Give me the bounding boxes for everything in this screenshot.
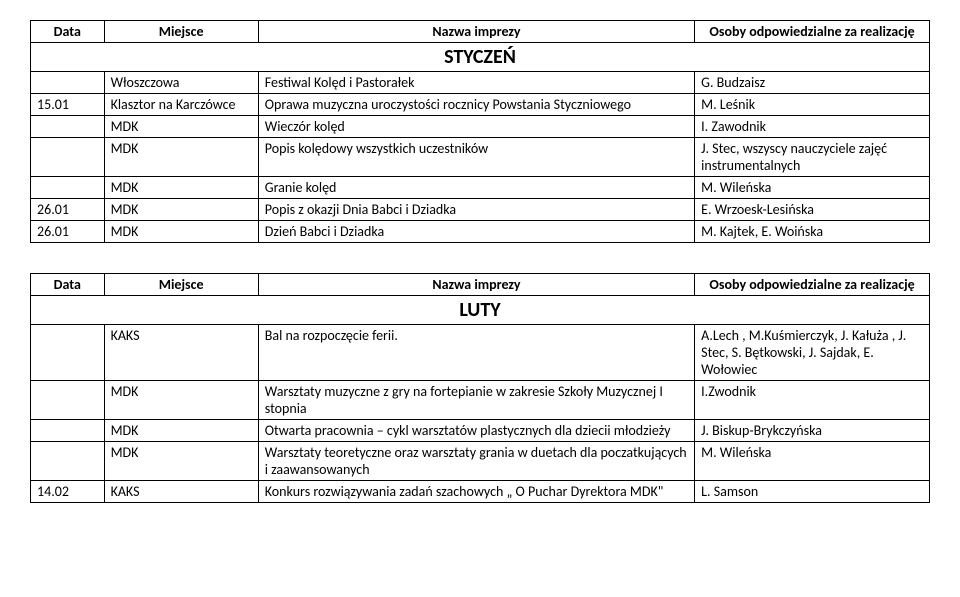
cell-osoby: I.Zwodnik [695, 381, 930, 420]
cell-miejsce: MDK [104, 420, 258, 442]
month-row: STYCZEŃ [31, 43, 930, 72]
header-miejsce: Miejsce [104, 21, 258, 43]
cell-osoby: M. Kajtek, E. Woińska [695, 221, 930, 243]
cell-data [31, 420, 105, 442]
cell-data [31, 177, 105, 199]
schedule-table-1: Data Miejsce Nazwa imprezy Osoby odpowie… [30, 20, 930, 243]
header-nazwa: Nazwa imprezy [258, 21, 694, 43]
cell-osoby: J. Biskup-Brykczyńska [695, 420, 930, 442]
cell-nazwa: Konkurs rozwiązywania zadań szachowych „… [258, 481, 694, 503]
cell-data: 26.01 [31, 199, 105, 221]
cell-miejsce: Włoszczowa [104, 72, 258, 94]
cell-nazwa: Oprawa muzyczna uroczystości rocznicy Po… [258, 94, 694, 116]
cell-osoby: M. Wileńska [695, 177, 930, 199]
table-row: MDK Granie kolęd M. Wileńska [31, 177, 930, 199]
cell-nazwa: Warsztaty muzyczne z gry na fortepianie … [258, 381, 694, 420]
table-row: MDK Warsztaty teoretyczne oraz warsztaty… [31, 442, 930, 481]
cell-nazwa: Granie kolęd [258, 177, 694, 199]
cell-data: 15.01 [31, 94, 105, 116]
cell-osoby: J. Stec, wszyscy nauczyciele zajęć instr… [695, 138, 930, 177]
cell-data [31, 325, 105, 381]
cell-nazwa: Otwarta pracownia – cykl warsztatów plas… [258, 420, 694, 442]
cell-nazwa: Wieczór kolęd [258, 116, 694, 138]
table-row: MDK Otwarta pracownia – cykl warsztatów … [31, 420, 930, 442]
schedule-table-2: Data Miejsce Nazwa imprezy Osoby odpowie… [30, 273, 930, 503]
cell-miejsce: MDK [104, 221, 258, 243]
cell-miejsce: KAKS [104, 481, 258, 503]
table-row: 26.01 MDK Popis z okazji Dnia Babci i Dz… [31, 199, 930, 221]
month-label: LUTY [31, 296, 930, 325]
cell-nazwa: Warsztaty teoretyczne oraz warsztaty gra… [258, 442, 694, 481]
cell-osoby: M. Wileńska [695, 442, 930, 481]
cell-miejsce: MDK [104, 116, 258, 138]
cell-osoby: E. Wrzoesk-Lesińska [695, 199, 930, 221]
header-data: Data [31, 274, 105, 296]
cell-miejsce: Klasztor na Karczówce [104, 94, 258, 116]
cell-data [31, 138, 105, 177]
cell-data: 14.02 [31, 481, 105, 503]
cell-data: 26.01 [31, 221, 105, 243]
cell-data [31, 72, 105, 94]
cell-miejsce: MDK [104, 381, 258, 420]
table-row: MDK Wieczór kolęd I. Zawodnik [31, 116, 930, 138]
cell-osoby: G. Budzaisz [695, 72, 930, 94]
cell-miejsce: KAKS [104, 325, 258, 381]
cell-osoby: L. Samson [695, 481, 930, 503]
table-row: 14.02 KAKS Konkurs rozwiązywania zadań s… [31, 481, 930, 503]
cell-osoby: I. Zawodnik [695, 116, 930, 138]
cell-nazwa: Dzień Babci i Dziadka [258, 221, 694, 243]
header-osoby: Osoby odpowiedzialne za realizację [695, 274, 930, 296]
month-label: STYCZEŃ [31, 43, 930, 72]
cell-nazwa: Popis kolędowy wszystkich uczestników [258, 138, 694, 177]
header-nazwa: Nazwa imprezy [258, 274, 694, 296]
cell-data [31, 381, 105, 420]
cell-nazwa: Popis z okazji Dnia Babci i Dziadka [258, 199, 694, 221]
cell-miejsce: MDK [104, 442, 258, 481]
cell-miejsce: MDK [104, 138, 258, 177]
table-row: 26.01 MDK Dzień Babci i Dziadka M. Kajte… [31, 221, 930, 243]
table-row: Włoszczowa Festiwal Kolęd i Pastorałek G… [31, 72, 930, 94]
cell-nazwa: Bal na rozpoczęcie ferii. [258, 325, 694, 381]
cell-osoby: A.Lech , M.Kuśmierczyk, J. Kałuża , J. S… [695, 325, 930, 381]
month-row: LUTY [31, 296, 930, 325]
table-row: MDK Warsztaty muzyczne z gry na fortepia… [31, 381, 930, 420]
table-row: MDK Popis kolędowy wszystkich uczestnikó… [31, 138, 930, 177]
cell-data [31, 116, 105, 138]
cell-data [31, 442, 105, 481]
cell-miejsce: MDK [104, 199, 258, 221]
header-row: Data Miejsce Nazwa imprezy Osoby odpowie… [31, 274, 930, 296]
table-row: KAKS Bal na rozpoczęcie ferii. A.Lech , … [31, 325, 930, 381]
table-row: 15.01 Klasztor na Karczówce Oprawa muzyc… [31, 94, 930, 116]
cell-nazwa: Festiwal Kolęd i Pastorałek [258, 72, 694, 94]
header-miejsce: Miejsce [104, 274, 258, 296]
cell-osoby: M. Leśnik [695, 94, 930, 116]
cell-miejsce: MDK [104, 177, 258, 199]
header-row: Data Miejsce Nazwa imprezy Osoby odpowie… [31, 21, 930, 43]
header-osoby: Osoby odpowiedzialne za realizację [695, 21, 930, 43]
header-data: Data [31, 21, 105, 43]
